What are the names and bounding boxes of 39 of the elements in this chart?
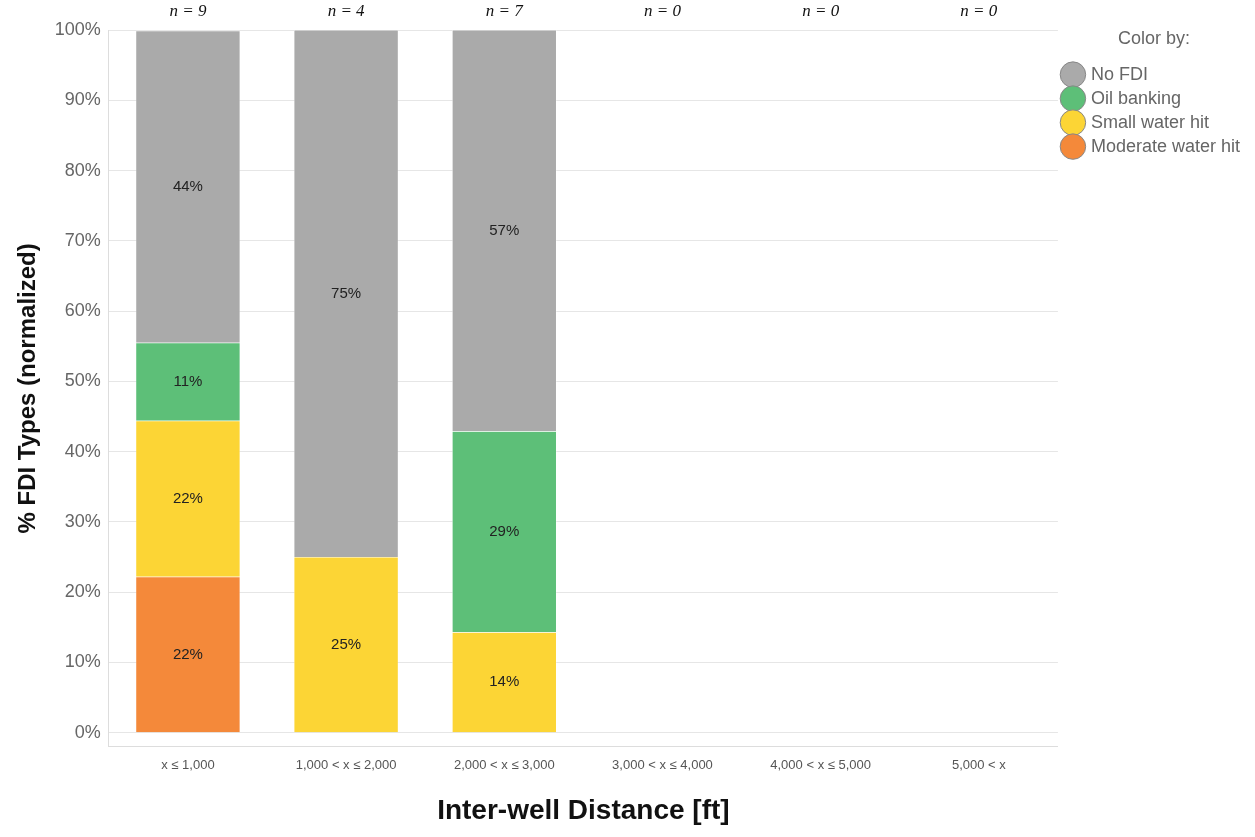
data-label: 75% (331, 283, 362, 301)
text: n = 0 (960, 1, 998, 21)
y-tick-label: 100% (54, 18, 101, 39)
y-tick-label: 30% (64, 510, 101, 531)
y-tick-label: 10% (64, 651, 101, 672)
legend-label: No FDI (1090, 63, 1148, 84)
y-tick-label: 40% (64, 440, 101, 461)
x-tick-label: 5,000 < x (951, 757, 1007, 773)
text: n = 0 (802, 1, 840, 21)
text: n = 0 (643, 1, 682, 21)
legend-label: Small water hit (1090, 111, 1209, 132)
text: n = 7 (485, 1, 525, 21)
x-tick-label: 4,000 < x ≤ 5,000 (770, 757, 872, 773)
y-tick-label: 90% (64, 89, 101, 110)
y-tick-label: 70% (64, 229, 101, 250)
data-label: 14% (489, 672, 520, 690)
y-tick-label: 20% (64, 581, 101, 602)
y-axis-title: % FDI Types (normalized) (13, 243, 41, 534)
data-label: 29% (489, 521, 520, 539)
data-label: 11% (173, 371, 203, 389)
y-tick-label: 80% (64, 159, 101, 180)
x-axis-title: Inter-well Distance [ft] (437, 793, 730, 825)
text: n = 4 (327, 1, 366, 21)
y-tick-label: 50% (64, 370, 101, 391)
data-label: 25% (331, 634, 362, 652)
legend-label: Oil banking (1090, 87, 1181, 108)
legend-title: Color by: (1117, 27, 1190, 48)
data-label: 57% (489, 220, 520, 238)
x-tick-label: x ≤ 1,000 (161, 757, 215, 773)
data-label: 44% (172, 176, 203, 194)
data-label: 22% (172, 644, 203, 662)
x-tick-label: 2,000 < x ≤ 3,000 (453, 757, 555, 773)
y-tick-label: 0% (74, 721, 101, 742)
legend-label: Moderate water hit (1090, 135, 1241, 156)
x-tick-label: 3,000 < x ≤ 4,000 (612, 757, 713, 773)
text: n = 9 (169, 1, 207, 21)
x-tick-label: 1,000 < x ≤ 2,000 (295, 757, 397, 773)
data-label: 22% (172, 488, 203, 506)
y-tick-label: 60% (64, 300, 101, 321)
